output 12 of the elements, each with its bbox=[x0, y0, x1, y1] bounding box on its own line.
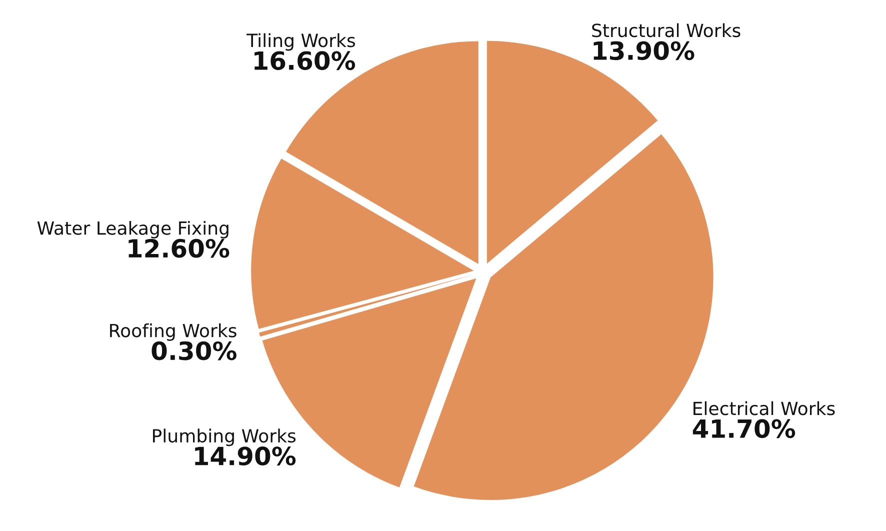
data-label: 16.60% bbox=[254, 51, 356, 70]
data-label: 0.30% bbox=[152, 341, 236, 360]
data-label: 14.90% bbox=[195, 446, 296, 466]
slice-label: Roofing Works bbox=[110, 323, 236, 341]
slice-label: Electrical Works bbox=[694, 401, 835, 416]
slice-label: Water Leakage Fixing bbox=[37, 220, 228, 238]
data-label: 13.90% bbox=[594, 41, 694, 60]
slice-label: Structural Works bbox=[592, 23, 740, 38]
slice-label: Plumbing Works bbox=[153, 428, 296, 446]
slice-label: Tiling Works bbox=[246, 33, 355, 51]
data-label: 12.60% bbox=[128, 238, 230, 258]
data-label: 41.70% bbox=[692, 419, 796, 438]
